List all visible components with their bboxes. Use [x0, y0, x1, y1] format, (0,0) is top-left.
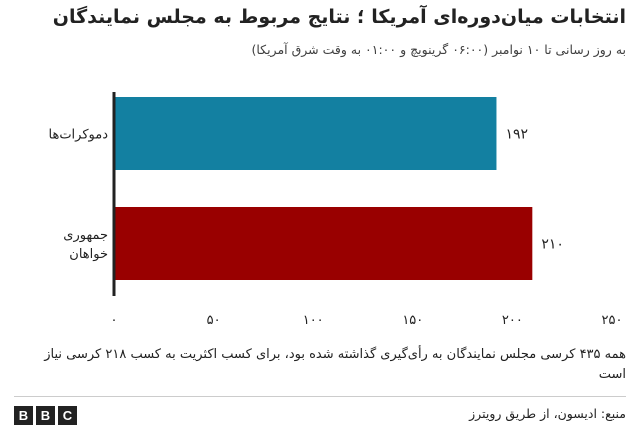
x-tick-label: ۲۰۰ [502, 313, 523, 328]
x-tick-label: ۵۰ [207, 313, 221, 328]
bar [114, 97, 497, 170]
logo-letter: B [14, 406, 33, 425]
bar [114, 207, 533, 280]
category-label: خواهان [69, 247, 108, 262]
bar-chart: ۱۹۲ دموکرات‌ها ۲۱۰ جمهوری خواهان ۰ ۵۰ ۱۰۰ ۱۵۰ ۲۰۰… [49, 92, 623, 328]
bar-value-label: ۲۱۰ [541, 237, 564, 253]
x-tick-label: ۱۵۰ [402, 313, 423, 328]
category-label: دموکرات‌ها [49, 128, 109, 143]
footer-divider [14, 396, 626, 397]
logo-letter: B [36, 406, 55, 425]
chart-title: انتخابات میان‌دوره‌ای آمریکا ؛ نتایج مرب… [52, 6, 626, 28]
x-tick-label: ۱۰۰ [303, 313, 324, 328]
x-tick-label: ۰ [111, 313, 118, 328]
source-credit: منبع: ادیسون، از طریق رویترز [469, 406, 626, 421]
bbc-logo: B B C [14, 406, 77, 425]
category-label: جمهوری [63, 228, 108, 243]
bar-value-label: ۱۹۲ [505, 127, 528, 143]
x-tick-label: ۲۵۰ [602, 313, 623, 328]
chart-note: همه ۴۳۵ کرسی مجلس نمایندگان به رأی‌گیری … [44, 347, 626, 382]
logo-letter: C [58, 406, 77, 425]
chart-subtitle: به روز رسانی تا ۱۰ نوامبر (۰۶:۰۰ گرینویچ… [251, 42, 626, 57]
